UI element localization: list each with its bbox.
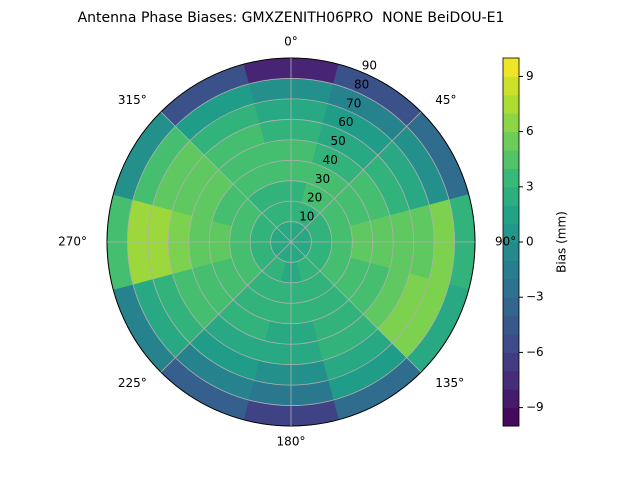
- y-tick-label: 40: [323, 153, 338, 167]
- x-tick-label: 135°: [435, 376, 464, 390]
- x-tick-label: 180°: [277, 435, 306, 449]
- colorbar-tick-label: −3: [526, 290, 544, 304]
- colorbar-tick-label: 3: [526, 179, 534, 193]
- grid-spoke: [160, 241, 292, 373]
- colorbar-tick-label: 9: [526, 69, 534, 83]
- colorbar-band: [503, 297, 519, 317]
- x-tick-label: 0°: [284, 35, 298, 49]
- x-tick-label: 225°: [118, 376, 147, 390]
- x-tick-label: 315°: [118, 93, 147, 107]
- colorbar: −9 −6 −3 0 3 6 9: [502, 57, 544, 427]
- x-tick-label: 90°: [495, 235, 516, 249]
- y-tick-label: 70: [346, 96, 361, 110]
- colorbar-tick-label: −6: [526, 345, 544, 359]
- colorbar-tick-label: 0: [526, 235, 534, 249]
- colorbar-band: [503, 131, 519, 151]
- colorbar-tick-label: −9: [526, 400, 544, 414]
- colorbar-band: [503, 315, 519, 335]
- colorbar-band: [503, 278, 519, 298]
- colorbar-band: [503, 113, 519, 133]
- colorbar-label: Bias (mm): [555, 211, 569, 273]
- colorbar-band: [503, 407, 519, 427]
- y-tick-label: 20: [307, 191, 322, 205]
- colorbar-band: [503, 76, 519, 96]
- grid-spoke: [160, 111, 292, 243]
- colorbar-band: [503, 242, 519, 261]
- y-tick-label: 60: [338, 115, 353, 129]
- colorbar-band: [503, 94, 519, 114]
- colorbar-band: [503, 370, 519, 390]
- colorbar-tick-label: 6: [526, 124, 534, 138]
- colorbar-band: [503, 389, 519, 409]
- y-tick-label: 50: [330, 134, 345, 148]
- y-tick-label: 80: [354, 77, 369, 91]
- colorbar-band: [503, 150, 519, 169]
- colorbar-band: [503, 223, 519, 243]
- y-tick-label: 10: [299, 210, 314, 224]
- colorbar-band: [503, 260, 519, 280]
- colorbar-band: [503, 58, 519, 77]
- colorbar-band: [503, 205, 519, 225]
- polar-grid: [106, 57, 476, 427]
- colorbar-band: [503, 334, 519, 353]
- y-tick-label: 90: [362, 59, 377, 73]
- colorbar-band: [503, 168, 519, 188]
- chart-title: Antenna Phase Biases: GMXZENITH06PRO NON…: [78, 10, 505, 26]
- grid-spoke: [290, 111, 422, 243]
- y-tick-label: 30: [315, 172, 330, 186]
- colorbar-band: [503, 186, 519, 206]
- x-tick-label: 45°: [435, 93, 456, 107]
- grid-spoke: [290, 241, 422, 373]
- colorbar-band: [503, 352, 519, 372]
- x-tick-label: 270°: [58, 235, 87, 249]
